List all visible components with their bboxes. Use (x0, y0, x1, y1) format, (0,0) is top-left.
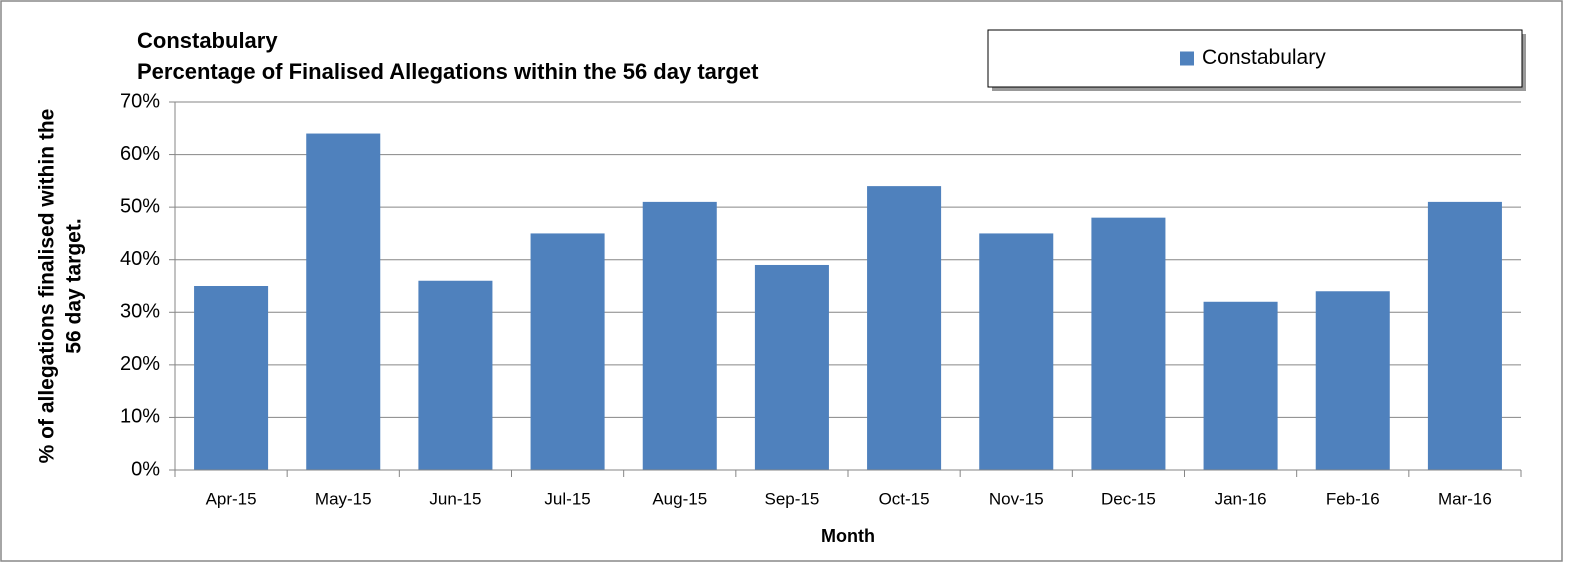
bar (979, 233, 1054, 470)
x-axis-label: Month (821, 526, 875, 546)
x-tick-label: Nov-15 (989, 489, 1044, 508)
y-tick-label: 0% (131, 458, 160, 480)
x-tick-label: Jun-15 (429, 489, 481, 508)
bar (642, 201, 717, 470)
chart-subtitle: Percentage of Finalised Allegations with… (137, 59, 759, 84)
x-tick-label: Dec-15 (1101, 489, 1156, 508)
bar (1203, 301, 1278, 470)
legend (987, 29, 1523, 88)
y-tick-label: 40% (120, 248, 160, 270)
x-tick-label: May-15 (315, 489, 372, 508)
bar (306, 133, 381, 471)
y-tick-label: 20% (120, 353, 160, 375)
x-tick-label: Apr-15 (206, 489, 257, 508)
y-tick-label: 50% (120, 195, 160, 217)
bar (530, 233, 605, 470)
y-tick-label: 10% (120, 406, 160, 428)
y-tick-label: 70% (120, 90, 160, 112)
x-tick-label: Feb-16 (1326, 489, 1380, 508)
x-tick-label: Jul-15 (544, 489, 590, 508)
x-tick-label: Mar-16 (1438, 489, 1492, 508)
y-axis-label: 56 day target. (63, 218, 86, 353)
bar (867, 186, 942, 470)
bar (418, 280, 493, 470)
legend-swatch (1180, 51, 1194, 66)
x-tick-label: Jan-16 (1215, 489, 1267, 508)
legend-label: Constabulary (1202, 46, 1326, 69)
bar (194, 286, 269, 470)
x-tick-label: Sep-15 (765, 489, 820, 508)
y-axis-label: % of allegations finalised within the (36, 109, 59, 464)
bar (1427, 201, 1502, 470)
bar (1091, 217, 1166, 470)
bar (754, 264, 829, 470)
x-tick-label: Oct-15 (879, 489, 930, 508)
bar (1315, 291, 1390, 470)
x-tick-label: Aug-15 (652, 489, 707, 508)
y-tick-label: 60% (120, 143, 160, 165)
chart-title: Constabulary (137, 28, 278, 53)
y-tick-label: 30% (120, 301, 160, 323)
